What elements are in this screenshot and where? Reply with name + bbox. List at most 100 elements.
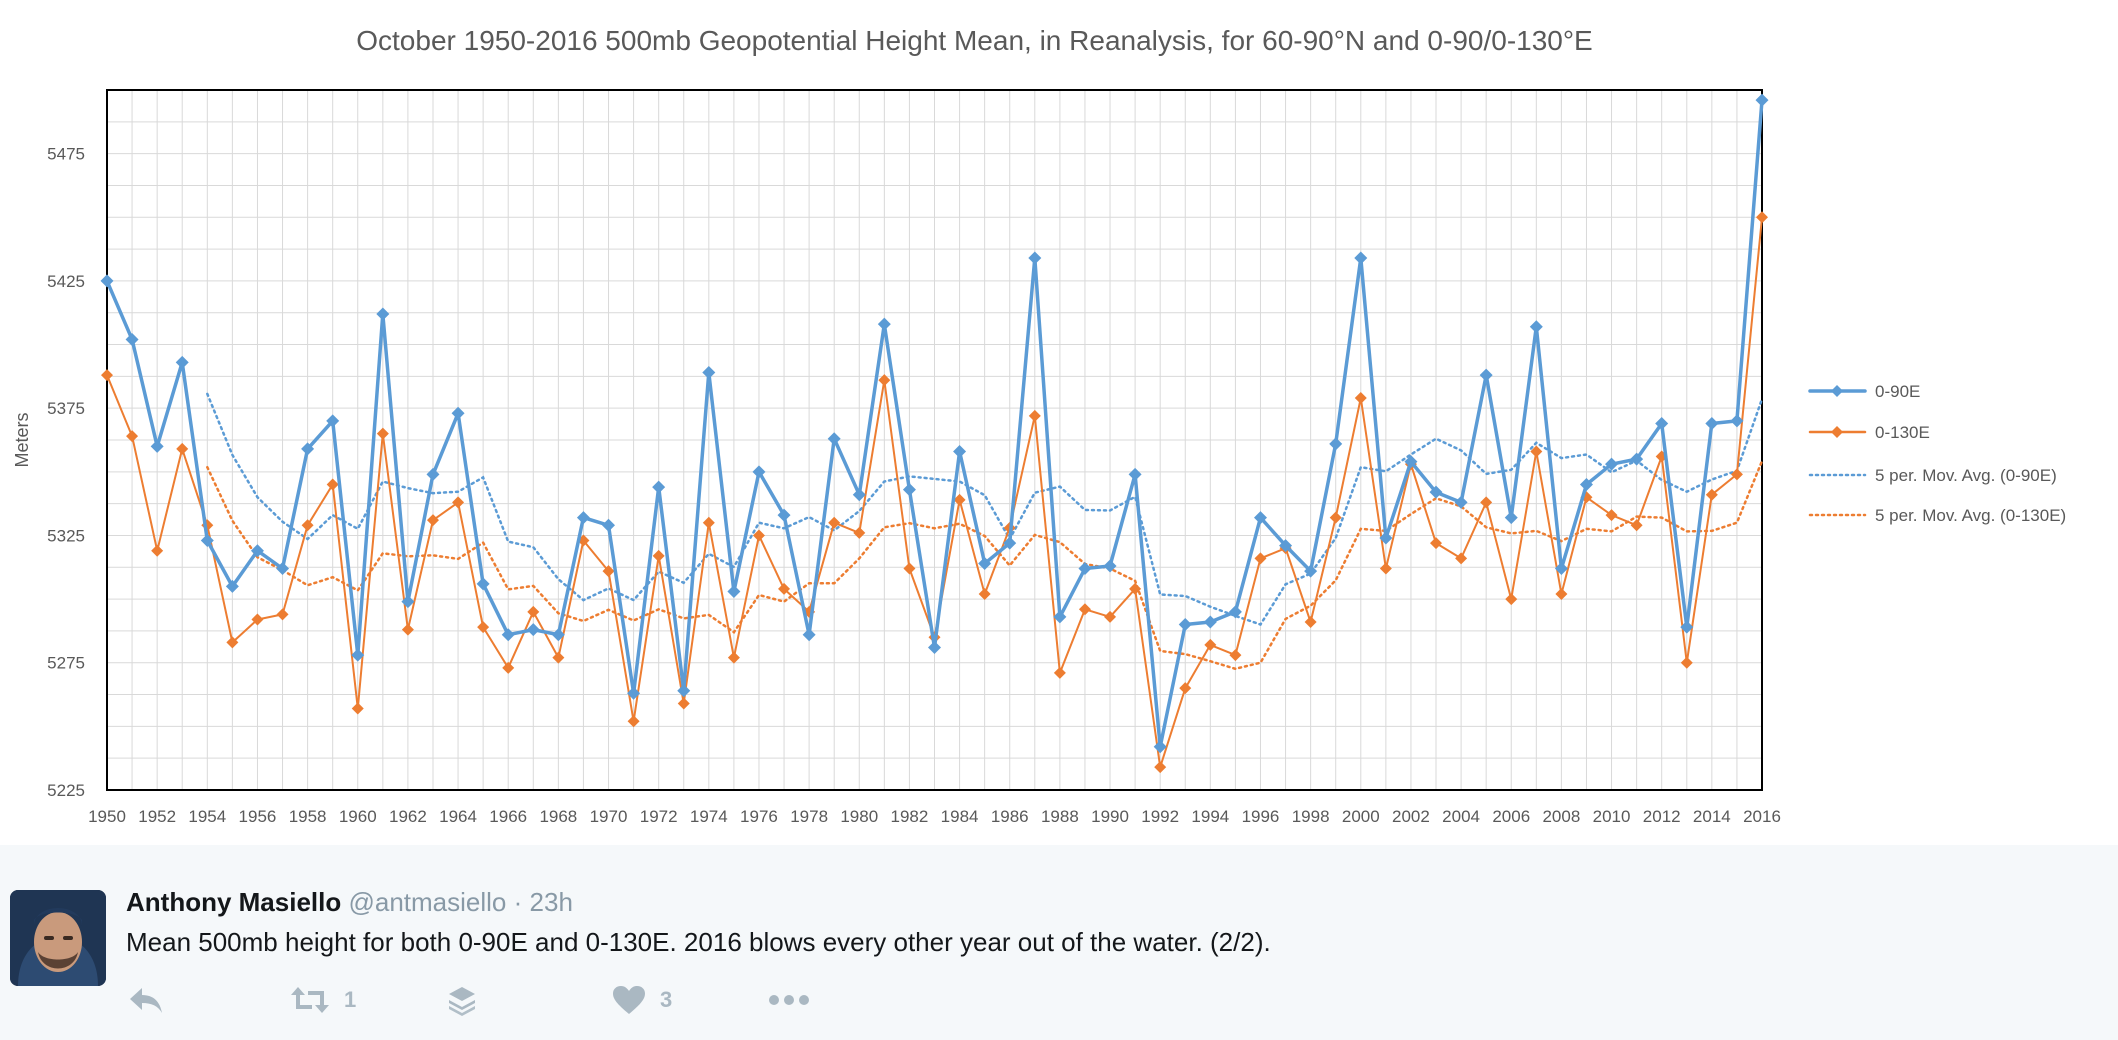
- data-point: [1229, 649, 1242, 662]
- data-point: [1053, 610, 1067, 624]
- data-point: [1705, 488, 1718, 501]
- data-point: [151, 544, 164, 557]
- chart: October 1950-2016 500mb Geopotential Hei…: [12, 25, 2066, 826]
- data-point: [602, 565, 615, 578]
- legend-label: 5 per. Mov. Avg. (0-130E): [1875, 506, 2066, 525]
- data-point: [1129, 582, 1142, 595]
- data-point: [301, 442, 315, 456]
- data-point: [953, 444, 967, 458]
- data-point: [1730, 414, 1744, 428]
- legend-marker: [1831, 385, 1843, 397]
- x-tick-label: 1994: [1191, 807, 1229, 826]
- data-point: [827, 432, 841, 446]
- data-point: [1655, 416, 1669, 430]
- x-tick-label: 1980: [840, 807, 878, 826]
- data-point: [552, 651, 565, 664]
- data-point: [828, 516, 841, 529]
- x-tick-label: 1960: [339, 807, 377, 826]
- tweet-card[interactable]: [0, 845, 2118, 1040]
- data-point: [551, 628, 565, 642]
- data-point: [1329, 437, 1343, 451]
- data-point: [376, 307, 390, 321]
- data-point: [1555, 588, 1568, 600]
- data-point: [752, 529, 765, 542]
- data-point: [251, 613, 264, 626]
- plot-frame: [106, 89, 1763, 791]
- data-point: [226, 636, 239, 649]
- data-point: [401, 623, 414, 636]
- data-point: [928, 640, 941, 654]
- retweet-button[interactable]: 1: [290, 982, 356, 1018]
- stack-icon: [449, 987, 475, 1016]
- x-tick-label: 1966: [489, 807, 527, 826]
- data-point: [702, 516, 715, 529]
- data-point: [902, 483, 916, 497]
- like-button[interactable]: 3: [612, 982, 672, 1018]
- data-point: [351, 648, 365, 662]
- avatar[interactable]: [10, 890, 106, 986]
- x-tick-label: 2006: [1492, 807, 1530, 826]
- data-point: [1529, 320, 1543, 334]
- data-point: [1329, 511, 1342, 524]
- data-point: [326, 478, 339, 491]
- data-point: [1554, 562, 1568, 576]
- data-point: [878, 374, 891, 387]
- data-point: [250, 544, 264, 558]
- data-point: [501, 628, 515, 642]
- data-point: [1304, 616, 1317, 628]
- data-point: [426, 467, 440, 481]
- x-tick-label: 1984: [941, 807, 979, 826]
- data-point: [1304, 564, 1318, 578]
- chart-area: October 1950-2016 500mb Geopotential Hei…: [12, 25, 2067, 826]
- stack-button[interactable]: [446, 982, 478, 1018]
- data-point: [1755, 93, 1769, 107]
- x-tick-label: 2004: [1442, 807, 1480, 826]
- data-point: [627, 686, 641, 700]
- legend-label: 5 per. Mov. Avg. (0-90E): [1875, 466, 2057, 485]
- data-point: [301, 519, 314, 532]
- data-point: [1705, 416, 1719, 430]
- legend-label: 0-90E: [1875, 382, 1920, 401]
- author-name[interactable]: Anthony Masiello: [126, 887, 342, 917]
- data-point: [1579, 478, 1593, 492]
- data-point: [1756, 211, 1768, 224]
- x-tick-label: 2008: [1542, 807, 1580, 826]
- more-icon: [769, 995, 809, 1005]
- data-point: [1028, 409, 1041, 422]
- data-point: [1028, 251, 1042, 265]
- data-point: [276, 608, 289, 621]
- x-tick-label: 2010: [1593, 807, 1631, 826]
- data-point: [1404, 455, 1418, 469]
- data-point: [1103, 559, 1117, 573]
- data-point: [727, 651, 740, 664]
- data-point: [978, 556, 992, 570]
- x-tick-label: 1970: [590, 807, 628, 826]
- data-point: [1178, 618, 1192, 632]
- reply-button[interactable]: [128, 982, 164, 1018]
- data-point: [1153, 740, 1167, 754]
- data-point: [1505, 593, 1518, 606]
- data-point: [802, 628, 816, 642]
- legend: 0-90E 0-130E 5 per. Mov. Avg. (0-90E) 5 per…: [1808, 382, 2066, 525]
- tweet-timestamp[interactable]: 23h: [529, 887, 573, 917]
- x-tick-label: 1996: [1242, 807, 1280, 826]
- legend-label: 0-130E: [1875, 423, 1930, 442]
- moving-average-0-90e-line: [206, 392, 1764, 627]
- data-point: [1630, 519, 1643, 532]
- data-point: [877, 317, 891, 331]
- x-tick-label: 2012: [1643, 807, 1681, 826]
- retweet-count: 1: [344, 987, 357, 1012]
- data-point: [101, 369, 113, 382]
- data-point: [652, 549, 665, 562]
- avatar-image: [10, 890, 106, 986]
- data-point: [326, 414, 340, 428]
- data-point: [1154, 761, 1167, 774]
- data-point: [1454, 495, 1468, 509]
- data-point: [677, 684, 691, 698]
- separator: ·: [513, 887, 523, 917]
- data-point: [777, 508, 791, 522]
- data-point: [125, 332, 139, 346]
- author-handle[interactable]: @antmasiello: [348, 887, 507, 917]
- reply-icon: [130, 988, 162, 1013]
- more-button[interactable]: [768, 982, 810, 1018]
